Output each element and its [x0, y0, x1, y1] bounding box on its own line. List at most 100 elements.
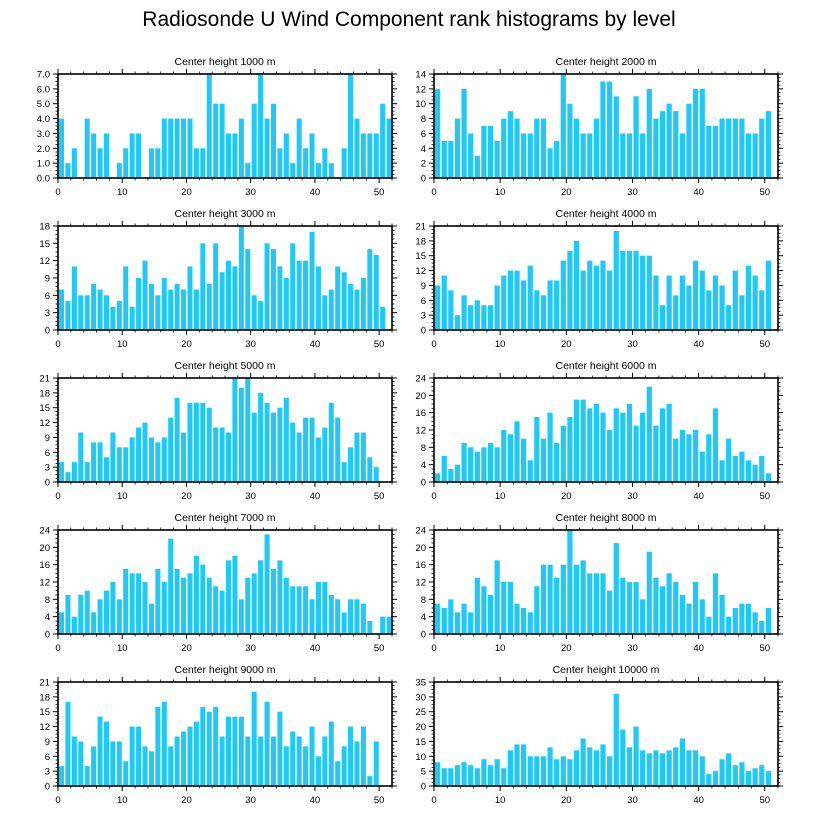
figure-title: Radiosonde U Wind Component rank histogr…: [142, 8, 676, 31]
histogram-bar: [759, 118, 765, 178]
histogram-bar: [527, 460, 533, 482]
histogram-bar: [679, 595, 685, 634]
histogram-panel: Center height 4000 m 0 3 6 9 12 15 18 21 0 10 20 30 4…: [415, 208, 783, 350]
histogram-bar: [380, 103, 386, 178]
histogram-bar: [328, 289, 334, 330]
histogram-bar: [587, 133, 593, 178]
histogram-bar: [219, 736, 225, 786]
histogram-bar: [673, 582, 679, 634]
y-tick-label: 16: [415, 408, 426, 419]
histogram-bar: [270, 249, 276, 330]
histogram-bar: [348, 74, 354, 178]
histogram-bar: [232, 556, 238, 634]
histogram-bar: [226, 560, 232, 634]
y-tick-label: 10: [415, 99, 426, 110]
histogram-bar: [461, 603, 467, 634]
histogram-bar: [481, 759, 487, 786]
y-tick-label: 6: [45, 752, 50, 763]
histogram-bar: [607, 270, 613, 330]
histogram-bar: [666, 275, 672, 330]
histogram-bar: [168, 538, 174, 634]
x-tick-label: 50: [759, 643, 770, 654]
histogram-bar: [328, 595, 334, 634]
y-tick-label: 12: [39, 418, 50, 429]
histogram-bar: [659, 753, 666, 786]
histogram-bar: [521, 608, 527, 634]
histogram-bar: [65, 595, 71, 634]
y-tick-label: 0: [421, 174, 426, 185]
histogram-bar: [142, 422, 148, 482]
y-tick-label: 12: [415, 84, 426, 95]
histogram-bar: [693, 88, 699, 178]
histogram-bar: [174, 118, 180, 178]
x-tick-label: 30: [627, 187, 638, 198]
histogram-bar: [200, 564, 206, 634]
histogram-bar: [226, 260, 232, 330]
histogram-bar: [626, 404, 633, 482]
histogram-bar: [303, 746, 309, 786]
histogram-bar: [501, 768, 507, 786]
histogram-bar: [97, 599, 103, 634]
histogram-bar: [514, 270, 520, 330]
panel-title: Center height 10000 m: [553, 664, 660, 676]
histogram-bar: [646, 551, 652, 634]
histogram-panel: Center height 1000 m 0.0 1.0 2.0 3.0 4.0 5.0 6.…: [37, 56, 397, 198]
x-tick-label: 0: [55, 491, 60, 502]
x-tick-label: 40: [693, 339, 704, 350]
histogram-bar: [59, 766, 65, 786]
histogram-bar: [719, 595, 725, 634]
histogram-bar: [315, 163, 321, 178]
histogram-bar: [187, 402, 193, 482]
y-tick-label: 12: [39, 256, 50, 267]
histogram-bar: [148, 283, 154, 330]
histogram-bar: [65, 163, 71, 178]
y-tick-label: 3: [421, 311, 426, 322]
histogram-bar: [193, 148, 199, 178]
x-tick-label: 10: [495, 339, 506, 350]
histogram-bar: [693, 260, 699, 330]
histogram-bar: [765, 111, 771, 178]
histogram-bar: [653, 275, 659, 330]
y-tick-label: 20: [39, 543, 50, 554]
histogram-bar: [686, 434, 692, 482]
histogram-bar: [494, 759, 500, 786]
histogram-bar: [142, 260, 148, 330]
histogram-bar: [245, 577, 251, 634]
histogram-bar: [613, 408, 619, 482]
histogram-bar: [71, 462, 77, 482]
histogram-bar: [123, 569, 129, 634]
histogram-bar: [487, 305, 494, 330]
histogram-bar: [155, 148, 161, 178]
histogram-bar: [712, 275, 719, 330]
histogram-bar: [174, 283, 180, 330]
histogram-bar: [560, 756, 566, 786]
y-tick-label: 2.0: [37, 144, 50, 155]
histogram-bar: [213, 103, 219, 178]
y-tick-label: 25: [415, 707, 426, 718]
histogram-bar: [732, 270, 738, 330]
histogram-bar: [461, 762, 467, 786]
x-tick-label: 20: [181, 339, 192, 350]
histogram-bar: [168, 289, 174, 330]
histogram-bar: [454, 118, 461, 178]
histogram-bar: [620, 729, 626, 786]
histogram-bar: [441, 275, 447, 330]
histogram-bar: [277, 148, 283, 178]
histogram-bar: [540, 438, 547, 482]
histogram-bar: [245, 736, 251, 786]
histogram-bar: [277, 560, 283, 634]
histogram-bar: [226, 716, 232, 786]
histogram-bar: [686, 285, 692, 330]
y-tick-label: 16: [39, 560, 50, 571]
histogram-bar: [461, 295, 467, 330]
y-tick-label: 9: [45, 737, 50, 748]
histogram-bar: [547, 280, 553, 330]
histogram-bar: [600, 81, 606, 178]
histogram-bar: [686, 603, 692, 634]
histogram-bar: [666, 750, 672, 786]
y-tick-label: 1.0: [37, 159, 50, 170]
histogram-bar: [640, 750, 646, 786]
histogram-bar: [270, 412, 276, 482]
histogram-bar: [206, 283, 212, 330]
histogram-bar: [59, 289, 65, 330]
